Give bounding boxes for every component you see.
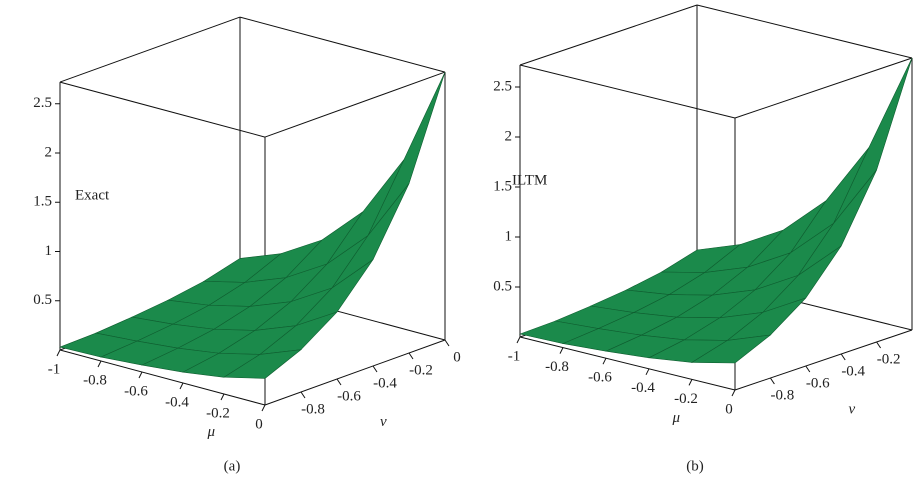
x-tick: [516, 336, 521, 344]
x-tick-label: -0.4: [631, 380, 655, 396]
box-edge: [59, 349, 266, 406]
x-tick-label: -1: [48, 361, 61, 377]
z-tick-label: 1: [505, 228, 513, 244]
y-tick: [769, 377, 775, 385]
x-tick-label: -0.8: [83, 372, 107, 388]
x-tick: [220, 393, 225, 401]
y-tick: [840, 353, 846, 361]
x-tick-label: -0.2: [674, 391, 698, 407]
x-tick-label: 0: [255, 416, 263, 432]
y-tick-label: -0.6: [806, 375, 830, 391]
y-tick: [336, 378, 342, 386]
z-tick-label: 2: [45, 144, 53, 160]
x-tick-label: -0.8: [545, 359, 569, 375]
panel-caption: (a): [224, 458, 241, 474]
z-tick-label: 2: [505, 128, 513, 144]
y-tick-label: -0.4: [373, 375, 397, 391]
z-tick-label: 1.5: [493, 178, 512, 194]
x-tick-label: 0: [725, 401, 733, 417]
box-edge: [519, 336, 736, 391]
x-tick: [56, 349, 61, 357]
z-tick-label: 0.5: [493, 278, 512, 294]
x-axis-label: μ: [207, 424, 216, 440]
x-tick-label: -0.4: [165, 394, 189, 410]
box-edge: [239, 16, 446, 73]
x-tick: [261, 404, 266, 412]
x-tick-label: -1: [508, 348, 521, 364]
z-tick-label: 2.5: [33, 95, 52, 111]
x-tick: [688, 379, 693, 386]
y-tick: [805, 365, 811, 373]
box-edge: [734, 329, 913, 391]
z-tick-label: 1.5: [33, 194, 52, 210]
z-tick-label: 0.5: [33, 292, 52, 308]
y-tick: [372, 365, 378, 373]
panel-label: ILTM: [512, 172, 547, 188]
x-axis-label: μ: [672, 410, 681, 426]
x-tick-label: -0.2: [206, 405, 230, 421]
y-tick-label: -0.6: [337, 388, 361, 404]
box-edge: [59, 81, 266, 138]
panel-caption: (b): [686, 458, 704, 474]
y-axis-label: ν: [849, 401, 856, 417]
panel-label: Exact: [75, 187, 110, 203]
x-tick: [731, 389, 736, 397]
x-tick: [179, 382, 184, 390]
y-tick-label: -0.8: [301, 401, 325, 417]
box-edge: [519, 4, 698, 66]
surface-cell: [223, 349, 303, 379]
surface-cell: [833, 57, 913, 224]
y-tick-label: -0.4: [841, 363, 865, 379]
x-tick: [645, 368, 650, 376]
y-tick: [408, 352, 414, 360]
y-tick-label: -0.2: [877, 351, 901, 367]
y-tick: [300, 391, 306, 399]
z-tick-label: 2.5: [493, 78, 512, 94]
surface-cell: [690, 334, 772, 364]
box-edge: [734, 57, 913, 119]
z-tick-label: 1: [45, 243, 53, 259]
box-edge: [59, 16, 241, 83]
box-edge: [264, 71, 446, 138]
y-axis-label: ν: [380, 414, 387, 430]
x-tick-label: -0.6: [124, 383, 148, 399]
box-edge: [519, 64, 736, 119]
box-edge: [696, 4, 913, 59]
y-tick-label: -0.8: [771, 387, 795, 403]
box-edge: [264, 339, 446, 406]
x-tick: [97, 360, 102, 368]
surface-cell: [367, 71, 446, 236]
y-tick-label: -0.2: [409, 362, 433, 378]
y-tick: [876, 341, 882, 349]
x-tick: [559, 347, 564, 354]
x-tick: [602, 357, 607, 365]
y-tick: [444, 339, 450, 347]
x-tick-label: -0.6: [588, 370, 612, 386]
x-tick: [138, 371, 143, 379]
y-tick-label: 0: [453, 349, 461, 365]
